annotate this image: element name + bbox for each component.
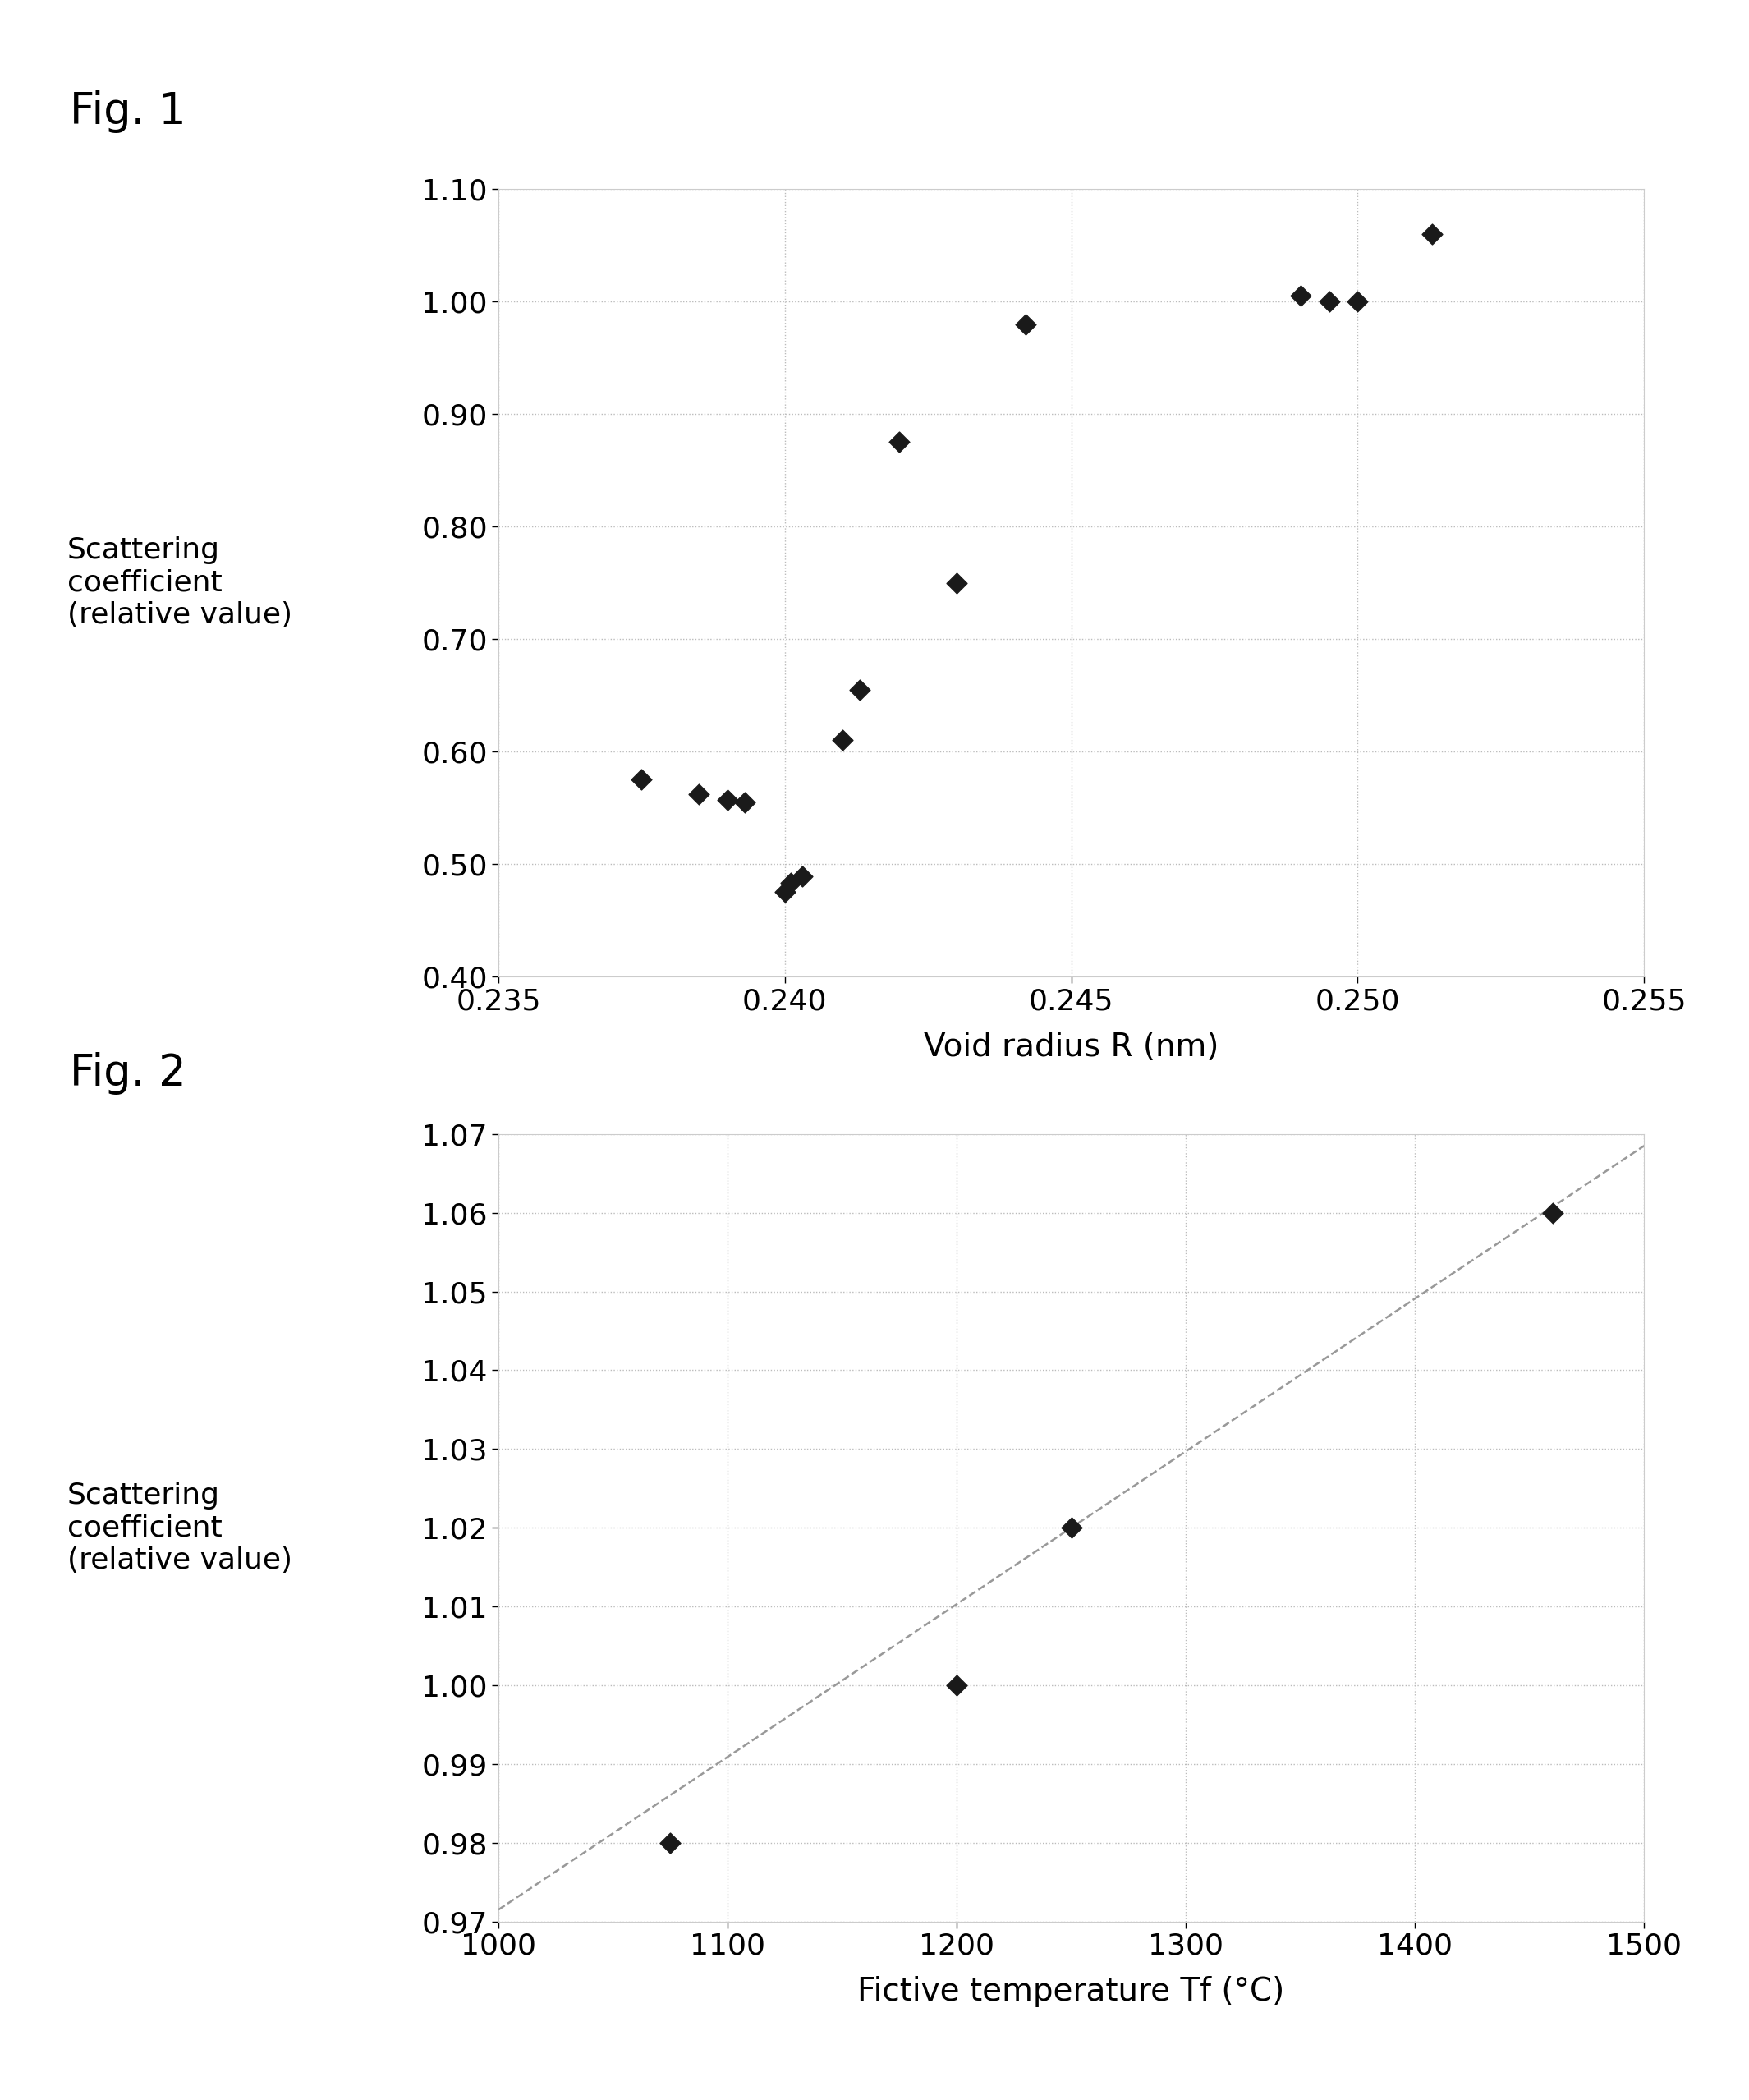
Point (771, 876, 799, 909)
Point (789, 859, 817, 892)
Point (1418, 216, 1446, 250)
Point (1343, 286, 1371, 319)
X-axis label: Fictive temperature Tf (°C): Fictive temperature Tf (°C) (857, 1976, 1286, 2008)
Point (1315, 286, 1343, 319)
Point (1539, 1195, 1567, 1228)
Text: Fig. 1: Fig. 1 (70, 90, 185, 132)
Point (943, 1670, 971, 1703)
Point (827, 724, 855, 758)
Point (1011, 307, 1039, 340)
Y-axis label: Scattering
coefficient
(relative value): Scattering coefficient (relative value) (66, 536, 292, 630)
Y-axis label: Scattering
coefficient
(relative value): Scattering coefficient (relative value) (66, 1480, 292, 1575)
Point (885, 426, 913, 460)
Text: Fig. 2: Fig. 2 (70, 1052, 185, 1094)
Point (777, 867, 805, 901)
Point (731, 785, 759, 819)
Point (1286, 279, 1313, 313)
Point (714, 783, 742, 817)
Point (686, 777, 714, 811)
Point (1056, 1512, 1084, 1546)
Point (845, 672, 873, 706)
Point (656, 1825, 684, 1861)
X-axis label: Void radius R (nm): Void radius R (nm) (923, 1031, 1219, 1063)
Point (943, 567, 971, 601)
Point (628, 762, 656, 796)
